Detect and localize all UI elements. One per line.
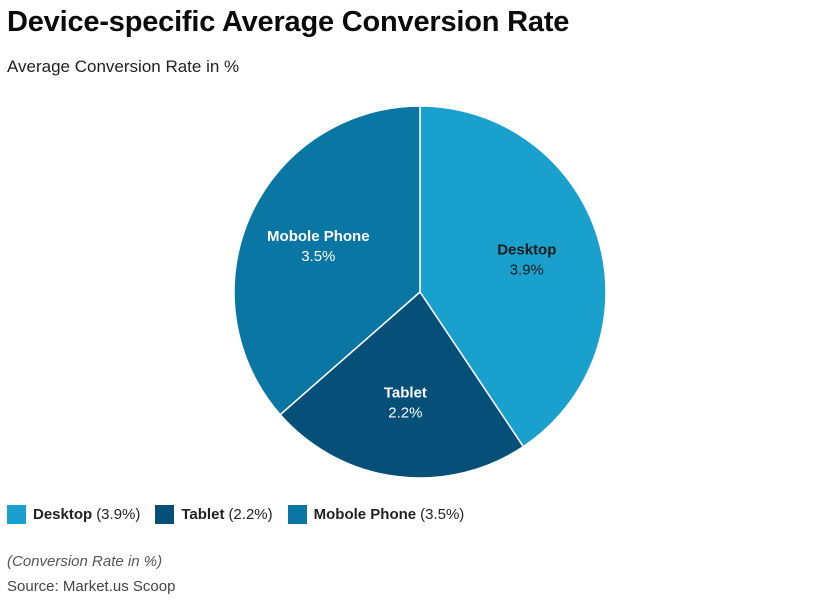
legend-value-tablet: (2.2%) xyxy=(228,506,273,523)
legend-swatch-desktop xyxy=(7,505,26,524)
legend-label-tablet: Tablet xyxy=(181,506,225,523)
chart-title: Device-specific Average Conversion Rate xyxy=(7,6,570,38)
slice-value-mobole-phone: 3.5% xyxy=(301,248,335,265)
legend-item-desktop[interactable]: Desktop (3.9%) xyxy=(7,505,140,524)
legend-swatch-tablet xyxy=(155,505,175,524)
legend-value-mobile-phone: (3.5%) xyxy=(420,506,465,523)
pie-chart: Desktop 3.9% Tablet 2.2% Mobole Phone 3.5% xyxy=(233,105,607,479)
legend-label-desktop: Desktop xyxy=(33,506,93,523)
pie-slice-mobole-phone[interactable] xyxy=(233,105,421,416)
chart-footnote: (Conversion Rate in %) xyxy=(7,553,163,570)
chart-legend: Desktop (3.9%) Tablet (2.2%) Mobole Phon… xyxy=(7,505,479,524)
pie-slice-tablet[interactable] xyxy=(279,290,525,479)
chart-source: Source: Market.us Scoop xyxy=(7,578,176,595)
slice-label-desktop: Desktop xyxy=(497,242,556,259)
legend-label-mobile-phone: Mobole Phone xyxy=(313,506,417,523)
legend-item-tablet[interactable]: Tablet (2.2%) xyxy=(155,505,273,524)
pie-slices xyxy=(233,105,607,479)
legend-swatch-mobile-phone xyxy=(287,505,307,524)
slice-value-tablet: 2.2% xyxy=(388,405,422,422)
slice-label-tablet: Tablet xyxy=(384,385,427,402)
chart-subtitle: Average Conversion Rate in % xyxy=(7,57,240,76)
slice-label-mobole-phone: Mobole Phone xyxy=(267,228,370,245)
legend-item-mobile-phone[interactable]: Mobole Phone (3.5%) xyxy=(287,505,465,524)
pie-labels: Desktop 3.9% Tablet 2.2% Mobole Phone 3.5% xyxy=(267,228,556,422)
slice-value-desktop: 3.9% xyxy=(510,262,544,279)
legend-value-desktop: (3.9%) xyxy=(96,506,141,523)
